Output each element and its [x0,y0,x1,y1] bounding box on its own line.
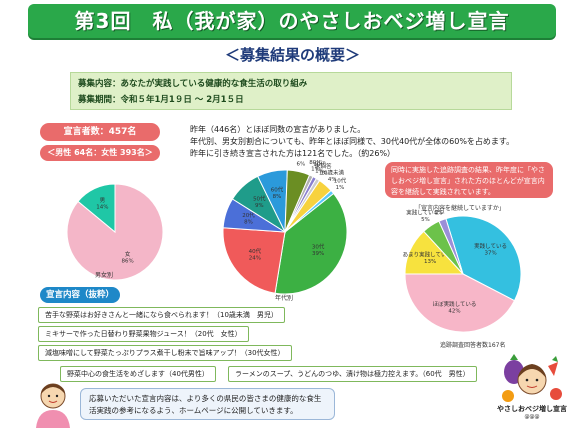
pie-slice-label: 女 86% [122,250,134,264]
pie-slice-label: 80代 1% [309,160,322,172]
footer-message: 応募いただいた宣言内容は、より多くの県民の皆さまの健康的な食生活実践の参考になる… [80,388,335,420]
pie-slice [404,273,516,333]
pie-slice-label: 60代 8% [271,185,284,200]
pie-slice-label: 50代 9% [253,194,266,209]
total-count-badge: 宣言者数：457名 [40,123,160,141]
brand-sub: @@@ [524,414,540,420]
pie-slice-label: 実践していない 5% [406,208,445,223]
gender-pie-chart: 女 86% 男 14% [66,183,164,281]
continue-chart-title: 「宣言内容を継続していますか」 [415,205,505,212]
note-line-2: 年代別、男女別割合についても、昨年とほぼ同様で、30代40代が全体の60%を占め… [190,137,515,146]
declaration-item: 苦手な野菜はお好きさんと一緒になら食べられます！（10歳未満 男児） [38,307,285,323]
pie-slice [284,189,335,233]
pie-slice-label: 20代 8% [242,211,255,226]
pie-slice-label: あまり実践していない 13% [403,251,458,266]
info-box [70,72,512,110]
note-line-3: 昨年に引き続き宣言された方は121名でした。（約26%） [190,149,396,158]
pie-slice-label: 70代6% [295,160,308,167]
pie-slice [77,183,116,234]
pie-slice-label: 90代 1% [313,160,326,174]
pie-slice [222,227,286,294]
pie-slice-label: 40代 24% [249,247,262,262]
section-subtitle: ＜募集結果の概要＞ [224,46,360,64]
continue-chart-caption: 追跡調査回答者数167名 [440,342,506,349]
pie-slice-label: ほぼ実践している 42% [433,300,477,315]
declaration-item: ラーメンのスープ、うどんのつゆ、漬け物は極力控えます。（60代 男性） [228,366,477,382]
pie-slice-label: 男 14% [96,197,108,210]
page-title: 第3回 私（我が家）のやさしおベジ増し宣言 [74,9,510,33]
gender-chart-caption: 男女別 [95,272,114,279]
info-period: 募集期間：令和５年1月1９日 ～ 2月1５日 [78,95,244,105]
gender-count-badge: ＜男性 64名：女性 393名＞ [40,145,160,161]
pie-slice-label: 30代 39% [312,242,325,256]
pie-slice [445,215,522,302]
age-chart-caption: 年代別 [275,295,294,302]
pie-slice-label: 未回答2% [431,208,448,216]
declaration-item: 減塩味噌にして野菜たっぷりプラス煮干し粉末で旨味アップ！（30代女性） [38,345,292,361]
survey-callout: 同時に実施した追跡調査の結果、昨年度に「やさしおベジ増し宣言」された方のほとんど… [385,162,553,198]
title-banner [28,4,556,38]
pie-slice-label: 実践している 37% [474,242,507,257]
pie-slice [438,217,464,275]
pie-slice-label: 10代 1% [334,177,347,192]
pie-slice-label: 未回答 1% [315,162,332,177]
person-illustration [36,383,70,428]
continue-pie-chart: 実践している 37% ほぼ実践している 42% あまり実践していない 13% 実践していない… [403,208,522,333]
declaration-item: 野菜中心の食生活をめざします（40代男性） [60,366,216,382]
declarations-label: 宣言内容（抜粋） [40,287,120,303]
pie-slice [274,192,348,295]
vegetable-mascot-logo [502,354,562,402]
info-content: 募集内容：あなたが実践している健康的な食生活の取り組み [78,79,308,89]
brand-name: やさしおベジ増し宣言 [497,405,567,413]
declaration-item: ミキサーで作った日替わり野菜果物ジュース！（20代 女性） [38,326,249,342]
pie-slice-label: 10歳未満 4% [320,169,344,184]
note-line-1: 昨年（446名）とほぼ同数の宣言がありました。 [190,125,366,134]
